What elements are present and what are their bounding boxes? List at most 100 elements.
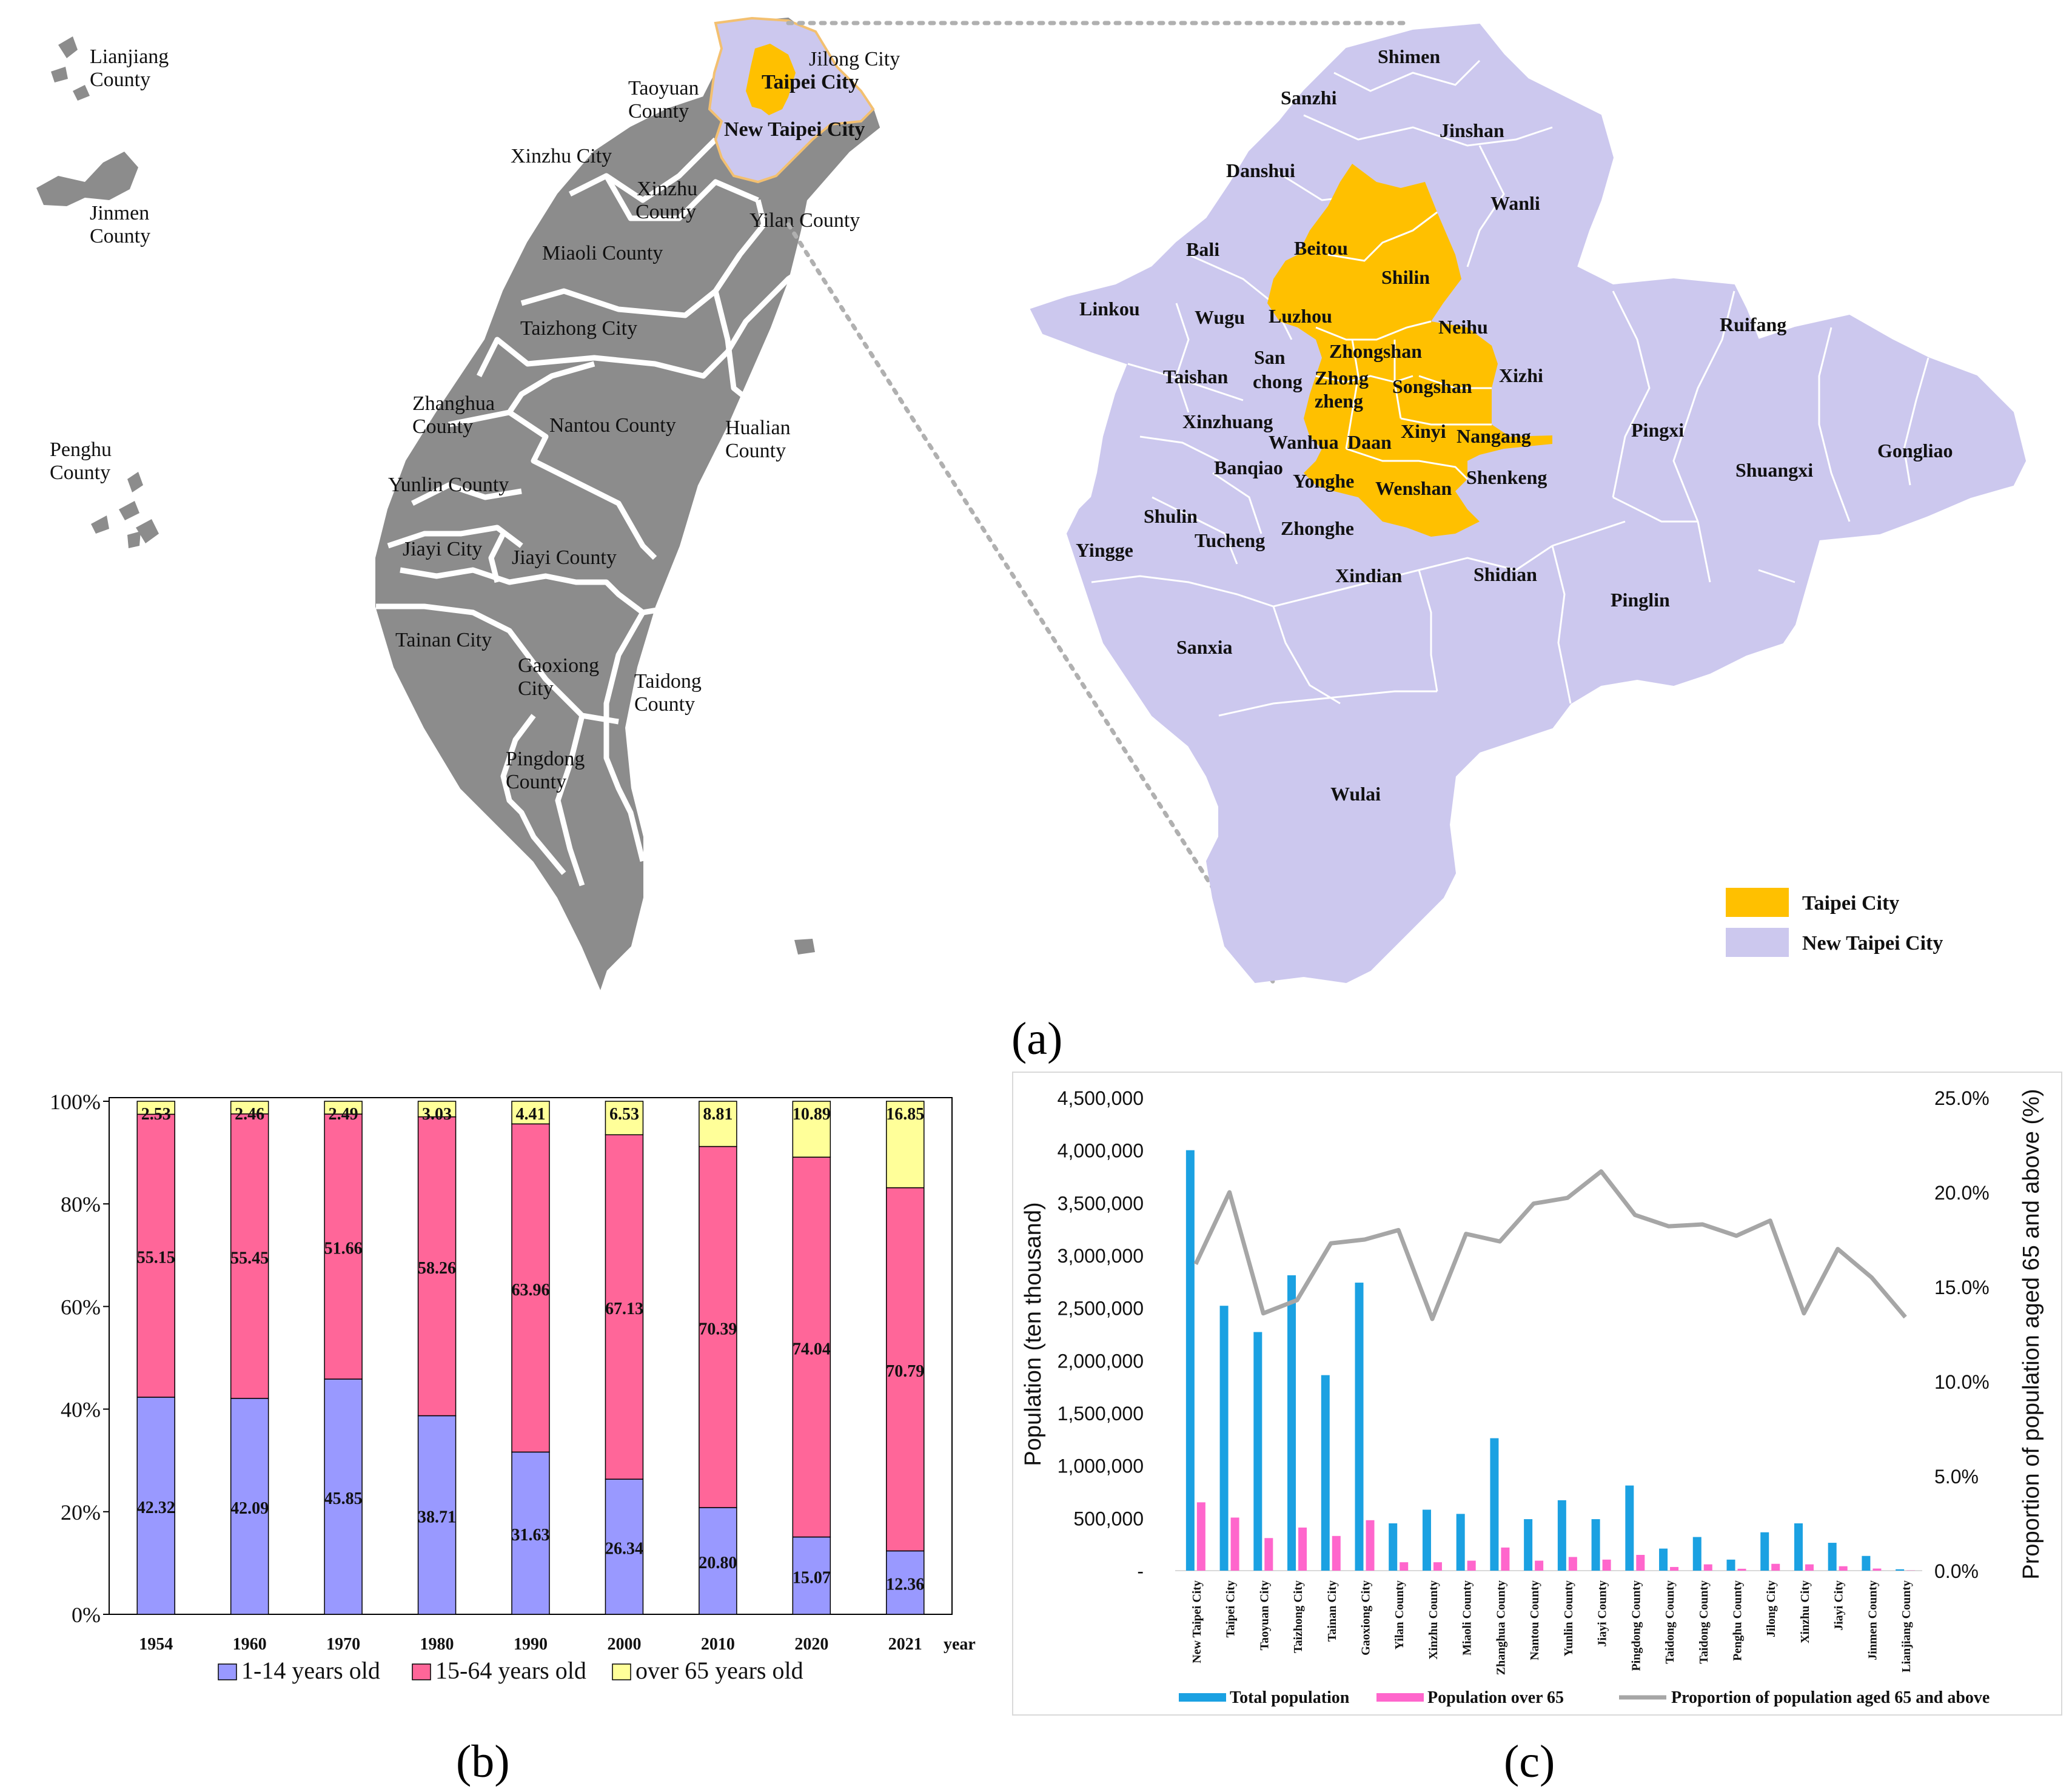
new-taipei-zoom-region [1030,23,2027,984]
data-label: 2.46 [235,1105,264,1124]
label-wenshan: Wenshan [1375,477,1452,499]
x-unit-label: year [944,1635,976,1654]
label-shilin: Shilin [1381,266,1430,288]
bar-total-population [1862,1555,1871,1571]
x-tick-label: Taipei City [1224,1580,1238,1637]
bar-total-population [1557,1500,1566,1571]
y2-tick-label: 10.0% [1934,1371,1990,1393]
data-label: 3.03 [422,1105,452,1124]
legend-swatch-over65 [1376,1693,1424,1702]
label-xinzhuang: Xinzhuang [1182,411,1273,432]
taipei-city-region [746,44,796,115]
y-tick-label: 2,500,000 [1058,1298,1144,1320]
data-label: 20.80 [699,1554,737,1572]
label-songshan: Songshan [1392,375,1472,397]
bar-population-over-65 [1196,1502,1205,1571]
bar-total-population [1659,1548,1668,1571]
bar-segment [230,1113,269,1399]
label-jinmen-2: County [90,225,150,247]
bar-segment [136,1113,175,1398]
bar-total-population [1355,1283,1364,1571]
bar-population-over-65 [1839,1566,1848,1571]
x-tick-label: Xinzhu City [1799,1580,1812,1643]
label-sanchong-2: chong [1253,371,1303,392]
data-label: 55.15 [137,1249,175,1267]
label-wanli: Wanli [1490,192,1540,214]
y-tick-label: 500,000 [1073,1508,1144,1529]
label-taidong-2: County [634,693,695,716]
panel-label-c: (c) [1504,1736,1555,1787]
legend-swatch [612,1663,631,1680]
bar-total-population [1726,1559,1735,1571]
bar-segment [136,1101,175,1115]
data-label: 2.53 [141,1105,171,1124]
bar-segment [230,1101,269,1115]
bar-total-population [1321,1375,1330,1571]
bar-population-over-65 [1636,1555,1645,1571]
label-neihu: Neihu [1438,316,1488,338]
district-borders [1091,59,1930,717]
y-tick-label: 4,500,000 [1058,1087,1144,1109]
data-label: 42.09 [230,1499,269,1518]
y-tick-label: 60% [61,1295,101,1319]
label-xinzhu-city: Xinzhu City [511,145,612,167]
small-island-south [794,939,815,955]
y2-tick-label: 0.0% [1934,1560,1979,1582]
bar-segment [511,1123,550,1453]
label-wugu: Wugu [1195,306,1245,328]
label-xindian: Xindian [1335,565,1402,586]
data-label: 4.41 [516,1105,546,1124]
legend-swatch-new-taipei [1726,928,1789,957]
taiwan-main-island [375,17,880,990]
label-taoyuan: Taoyuan [628,77,699,99]
map-legend: Taipei City New Taipei City [1726,888,1943,957]
label-tucheng: Tucheng [1195,529,1265,551]
label-zhongzheng-2: zheng [1315,390,1363,412]
penghu-islands [91,472,159,548]
bar-total-population [1219,1306,1229,1571]
data-label: 12.36 [886,1576,924,1594]
y-tick-label: 20% [61,1500,101,1525]
bar-segment [886,1550,925,1615]
data-label: 42.32 [137,1498,175,1517]
legend-swatch [218,1663,237,1680]
y-axis-title: Population (ten thousand) [1021,1202,1046,1466]
panel-label-b: (b) [456,1736,510,1787]
x-tick-label: 1970 [326,1635,360,1654]
data-label: 26.34 [605,1540,643,1559]
label-penghu-2: County [50,461,110,484]
y-tick-label: 2,000,000 [1058,1350,1144,1372]
label-sanchong: San [1254,346,1286,368]
x-tick-label: Gaoxiong City [1360,1580,1373,1656]
label-penghu: Penghu [50,438,112,461]
data-label: 16.85 [886,1105,924,1124]
label-banqiao: Banqiao [1214,457,1283,478]
bar-population-over-65 [1670,1566,1679,1571]
label-taidong: Taidong [634,670,702,693]
x-tick-label: Yunlin County [1562,1580,1575,1656]
label-zhongzheng: Zhong [1315,367,1369,389]
bar-segment [417,1415,457,1615]
x-tick-label: Taoyuan City [1258,1580,1271,1650]
bar-population-over-65 [1535,1560,1544,1571]
label-taizhong: Taizhong City [520,317,637,340]
x-tick-label: Lianjiang County [1900,1580,1913,1673]
x-tick-label: 2020 [794,1635,828,1654]
label-gaoxiong-2: City [518,677,554,700]
zoomed-district-map [1030,23,2027,984]
y-tick-label: 1,500,000 [1058,1403,1144,1425]
x-tick-label: 1960 [233,1635,267,1654]
bar-total-population [1490,1438,1499,1571]
y-tick-label: 80% [61,1192,101,1216]
label-zhanghua: Zhanghua [412,392,495,415]
label-nantou: Nantou County [549,414,676,437]
lianjiang-islands [51,36,90,101]
legend-swatch [412,1663,431,1680]
panel-label-a: (a) [1011,1013,1062,1064]
y2-tick-label: 5.0% [1934,1466,1979,1488]
label-tainan: Tainan City [395,629,492,651]
label-pingdong: Pingdong [506,748,585,770]
data-label: 55.45 [230,1249,269,1267]
y-tick-label: 40% [61,1398,101,1422]
